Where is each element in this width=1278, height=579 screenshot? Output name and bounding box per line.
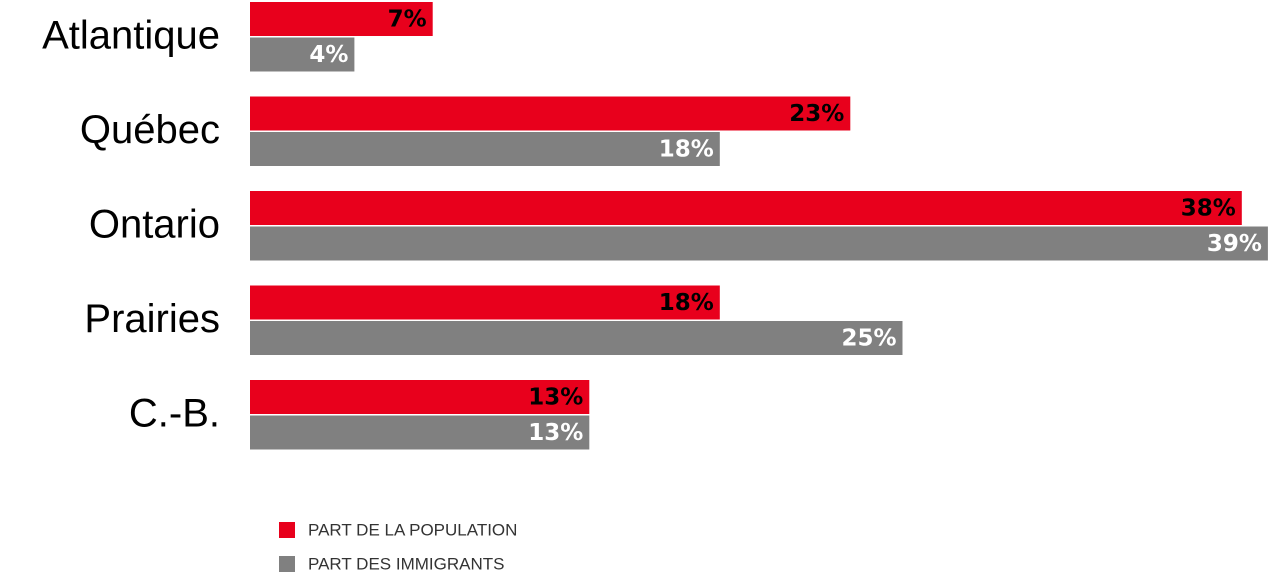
value-label: 13%: [528, 420, 583, 446]
bar: [250, 96, 851, 131]
category-label: Atlantique: [42, 14, 220, 58]
bar: [250, 2, 433, 36]
legend-label: PART DES IMMIGRANTS: [308, 554, 504, 573]
category-label: Prairies: [84, 297, 220, 341]
bar: [250, 132, 720, 166]
value-label: 23%: [789, 101, 844, 127]
category-label: Québec: [80, 108, 220, 152]
bar: [250, 37, 355, 72]
value-label: 25%: [841, 326, 896, 352]
bar: [250, 321, 903, 355]
bar: [250, 285, 720, 320]
bar: [250, 380, 590, 414]
legend-label: PART DE LA POPULATION: [308, 520, 517, 539]
value-label: 4%: [309, 42, 348, 68]
bar: [250, 415, 590, 450]
value-label: 39%: [1207, 231, 1262, 257]
category-label: C.-B.: [129, 392, 220, 436]
value-label: 13%: [528, 385, 583, 411]
legend-swatch: [279, 556, 295, 572]
bar: [250, 191, 1242, 225]
value-label: 38%: [1181, 196, 1236, 222]
bar: [250, 226, 1268, 261]
category-label: Ontario: [89, 203, 220, 247]
legend-swatch: [279, 522, 295, 538]
value-label: 18%: [659, 137, 714, 163]
value-label: 18%: [659, 290, 714, 316]
value-label: 7%: [388, 7, 427, 33]
